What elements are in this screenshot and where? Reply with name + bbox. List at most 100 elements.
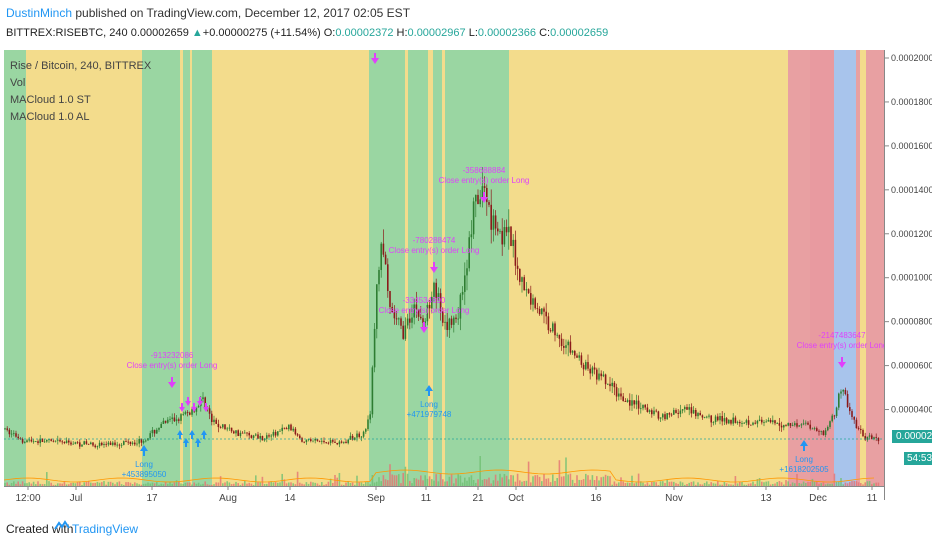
volume-bar bbox=[376, 481, 378, 486]
candle-body bbox=[818, 430, 820, 432]
candle-body bbox=[503, 227, 506, 245]
candle-body bbox=[587, 362, 589, 369]
volume-bar bbox=[681, 482, 684, 486]
candle-body bbox=[340, 441, 343, 443]
candle-body bbox=[857, 428, 860, 429]
legend-title[interactable]: Rise / Bitcoin, 240, BITTREX bbox=[10, 60, 152, 72]
candle-body bbox=[26, 440, 28, 443]
candle-body bbox=[307, 439, 310, 440]
volume-bar bbox=[10, 482, 13, 486]
volume-bar bbox=[662, 481, 664, 486]
candle-body bbox=[389, 290, 391, 307]
volume-bar bbox=[184, 482, 187, 486]
candle-body bbox=[833, 415, 836, 417]
candle-body bbox=[98, 442, 101, 447]
x-tick-label: Jul bbox=[70, 493, 83, 504]
candle-body bbox=[149, 433, 151, 439]
volume-bar bbox=[415, 478, 418, 486]
volume-bar bbox=[118, 481, 121, 486]
volume-bar bbox=[4, 482, 6, 486]
candle-body bbox=[743, 422, 745, 424]
candle-body bbox=[475, 194, 477, 202]
candle-body bbox=[125, 441, 127, 442]
candle-body bbox=[63, 442, 66, 443]
volume-bar bbox=[136, 483, 138, 486]
volume-bar bbox=[497, 480, 499, 486]
volume-bar bbox=[303, 484, 305, 486]
volume-bar bbox=[772, 483, 774, 486]
volume-bar bbox=[13, 481, 15, 486]
candle-body bbox=[624, 401, 627, 402]
legend-indicator-1[interactable]: MACloud 1.0 ST bbox=[10, 94, 91, 106]
candle-body bbox=[470, 234, 473, 238]
candle-body bbox=[536, 308, 539, 310]
candle-body bbox=[173, 417, 176, 422]
x-tick-label: 11 bbox=[421, 493, 432, 504]
candle-body bbox=[774, 420, 776, 424]
candle-body bbox=[530, 293, 532, 305]
volume-bar bbox=[37, 481, 39, 486]
volume-bar bbox=[747, 483, 750, 486]
volume-bar bbox=[83, 482, 85, 486]
volume-bar bbox=[191, 484, 193, 486]
volume-bar bbox=[413, 478, 415, 486]
candle-body bbox=[365, 429, 367, 432]
trend-zones bbox=[4, 50, 884, 486]
candle-body bbox=[798, 425, 800, 427]
volume-bar bbox=[340, 484, 343, 486]
volume-bar bbox=[657, 484, 660, 486]
volume-bar bbox=[189, 482, 191, 486]
candle-body bbox=[523, 277, 525, 291]
volume-bar bbox=[316, 483, 319, 486]
zone-yellow bbox=[180, 50, 183, 486]
legend-indicator-2[interactable]: MACloud 1.0 AL bbox=[10, 111, 90, 123]
candle-body bbox=[468, 237, 470, 269]
x-axis[interactable]: 12:00 Jul 17 Aug 14 Sep 11 21 Oct 16 Nov 13 Dec 11 bbox=[4, 486, 884, 508]
author-link[interactable]: DustinMinch bbox=[6, 6, 73, 20]
volume-bar bbox=[622, 481, 624, 486]
candle-body bbox=[802, 423, 805, 425]
volume-bar bbox=[547, 478, 550, 486]
candle-body bbox=[288, 424, 290, 430]
volume-bar bbox=[101, 482, 103, 486]
candle-body bbox=[259, 436, 261, 439]
legend-vol[interactable]: Vol bbox=[10, 77, 26, 89]
tradingview-brand[interactable]: TradingView bbox=[72, 522, 139, 536]
candle-body bbox=[279, 430, 281, 432]
candle-body bbox=[369, 414, 371, 420]
volume-bar bbox=[769, 484, 772, 486]
candle-body bbox=[171, 417, 173, 419]
volume-bar bbox=[325, 484, 327, 486]
candle-body bbox=[549, 330, 552, 332]
volume-bar bbox=[151, 482, 154, 486]
tradingview-logo-icon[interactable] bbox=[54, 518, 70, 534]
volume-bar bbox=[125, 482, 127, 486]
volume-bar bbox=[723, 481, 726, 486]
candle-body bbox=[758, 419, 761, 421]
candle-body bbox=[182, 413, 184, 415]
candle-body bbox=[668, 413, 671, 415]
volume-bar bbox=[543, 473, 545, 486]
volume-bars bbox=[4, 456, 880, 486]
candle-body bbox=[508, 226, 510, 233]
volume-bar bbox=[35, 484, 37, 486]
volume-bar bbox=[343, 484, 345, 486]
volume-bar bbox=[567, 474, 569, 486]
long-arrow-icon bbox=[195, 438, 201, 447]
candle-body bbox=[180, 414, 182, 421]
candle-body bbox=[129, 441, 132, 444]
volume-bar bbox=[255, 475, 257, 486]
candle-body bbox=[8, 429, 11, 435]
candle-body bbox=[750, 424, 752, 426]
candle-body bbox=[431, 296, 433, 309]
signal-label: Long bbox=[420, 400, 438, 409]
volume-bar bbox=[354, 484, 356, 486]
candle-body bbox=[677, 412, 679, 414]
volume-bar bbox=[620, 477, 622, 486]
signal-value: -334534690 bbox=[403, 296, 446, 305]
volume-bar bbox=[840, 478, 842, 486]
candle-body bbox=[596, 369, 598, 380]
candle-body bbox=[215, 419, 217, 424]
